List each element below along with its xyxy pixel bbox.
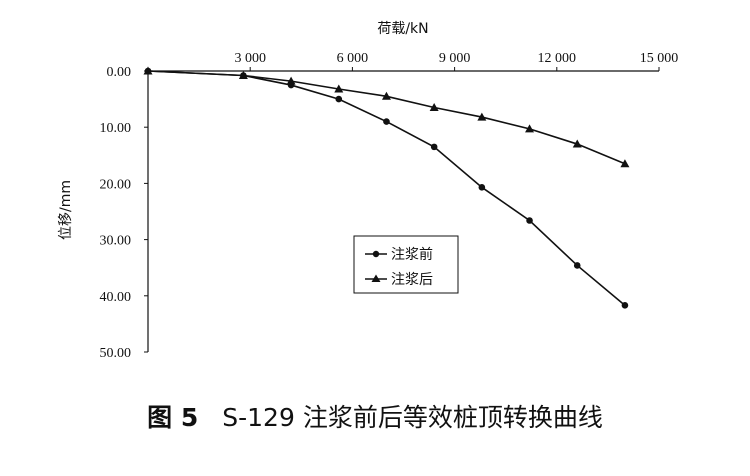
legend-label-2: 注浆后 (391, 272, 433, 288)
y-tick-label: 0.00 (107, 65, 132, 80)
legend: 注浆前 注浆后 (353, 235, 459, 294)
data-point-triangle (572, 139, 582, 148)
y-tick-label: 20.00 (100, 177, 132, 192)
data-point-triangle (620, 159, 630, 168)
y-tick-label: 40.00 (100, 290, 132, 305)
data-point-circle (478, 184, 486, 191)
y-tick-label: 10.00 (100, 121, 132, 136)
series-line-2 (147, 70, 626, 165)
legend-label-1: 注浆前 (391, 246, 433, 263)
x-tick-label: 12 000 (538, 51, 577, 66)
x-tick-label: 15 000 (640, 51, 679, 66)
figure-title: S-129 注浆前后等效桩顶转换曲线 (222, 403, 603, 432)
series-group (143, 66, 630, 309)
data-point-circle (335, 95, 343, 103)
x-axis: 3 000 6 000 9 000 12 000 15 000 (148, 51, 679, 72)
y-axis-title: 位移/mm (58, 180, 74, 240)
series-line-1 (147, 70, 626, 306)
data-point-circle (621, 302, 629, 309)
legend-box (353, 235, 459, 294)
data-point-triangle (525, 124, 535, 133)
chart-svg: 3 000 6 000 9 000 12 000 15 000 0.00 10.00 20.… (58, 21, 679, 361)
data-point-circle (430, 143, 438, 151)
figure-number: 图 5 (147, 403, 199, 432)
data-point-triangle (238, 70, 248, 79)
data-point-triangle (477, 112, 487, 121)
y-tick-label: 30.00 (100, 234, 132, 249)
x-tick-label: 9 000 (439, 51, 471, 66)
legend-marker-2 (371, 274, 381, 282)
data-point-triangle (286, 76, 296, 85)
data-point-triangle (143, 66, 153, 75)
data-point-circle (573, 262, 581, 269)
data-point-triangle (381, 91, 391, 100)
figure-caption: 图 5 S-129 注浆前后等效桩顶转换曲线 (0, 398, 750, 434)
data-point-circle (383, 118, 390, 125)
data-point-triangle (429, 103, 439, 112)
legend-marker-1 (372, 250, 380, 258)
x-tick-label: 3 000 (234, 51, 266, 66)
data-point-circle (526, 217, 533, 224)
data-point-triangle (334, 84, 344, 93)
y-tick-label: 50.00 (100, 346, 132, 361)
x-tick-label: 6 000 (337, 51, 369, 66)
x-axis-title: 荷载/kN (377, 21, 428, 37)
y-axis: 0.00 10.00 20.00 30.00 40.00 50.00 (100, 65, 149, 361)
